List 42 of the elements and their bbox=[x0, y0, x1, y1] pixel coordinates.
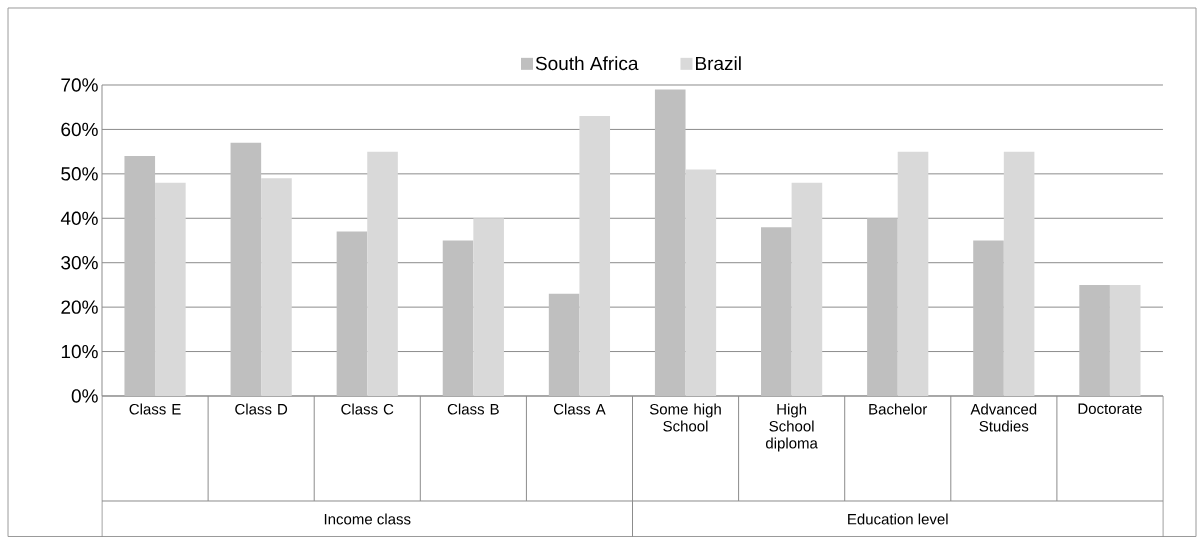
y-tick-label: 40% bbox=[60, 211, 98, 226]
bar bbox=[155, 182, 186, 396]
bar bbox=[654, 89, 686, 396]
bar bbox=[442, 240, 474, 396]
y-tick-label: 30% bbox=[61, 255, 98, 270]
x-tick-label: Class B bbox=[447, 403, 499, 415]
x-tick-label: Class D bbox=[235, 403, 288, 415]
bar bbox=[897, 151, 929, 396]
x-tick-label: Some high School bbox=[649, 403, 721, 432]
x-tick-label: Bachelor bbox=[869, 403, 928, 415]
bar bbox=[685, 169, 717, 396]
bar bbox=[548, 293, 580, 396]
bar bbox=[1079, 284, 1110, 396]
y-tick-label: 70% bbox=[61, 78, 98, 92]
bar bbox=[336, 231, 368, 396]
bar bbox=[230, 142, 262, 396]
y-tick-label: 10% bbox=[61, 344, 98, 359]
x-tick-label: Doctorate bbox=[1078, 403, 1142, 414]
x-tick-label: High School diploma bbox=[765, 403, 818, 452]
bar bbox=[761, 227, 792, 396]
bar bbox=[1109, 284, 1141, 396]
bar bbox=[579, 116, 611, 396]
y-tick-label: 60% bbox=[61, 122, 98, 137]
y-tick-label: 50% bbox=[61, 167, 98, 181]
bar bbox=[1003, 151, 1035, 396]
bar bbox=[973, 240, 1004, 396]
legend-label: Brazil bbox=[696, 56, 741, 71]
x-tick-label: Class E bbox=[129, 403, 181, 415]
x-tick-label: Class A bbox=[553, 403, 606, 415]
text: Income class bbox=[324, 513, 411, 525]
bar bbox=[124, 156, 156, 396]
bar bbox=[791, 182, 823, 396]
legend-label: South Africa bbox=[535, 56, 639, 71]
text: Education level bbox=[848, 513, 948, 525]
y-tick-label: 20% bbox=[61, 300, 98, 314]
x-tick-label: Advanced Studies bbox=[970, 403, 1037, 432]
bar bbox=[473, 218, 504, 396]
y-tick-label: 0% bbox=[71, 389, 98, 403]
bar bbox=[261, 178, 292, 396]
x-tick-label: Class C bbox=[341, 403, 394, 415]
bar bbox=[867, 218, 898, 396]
bar bbox=[367, 151, 398, 396]
